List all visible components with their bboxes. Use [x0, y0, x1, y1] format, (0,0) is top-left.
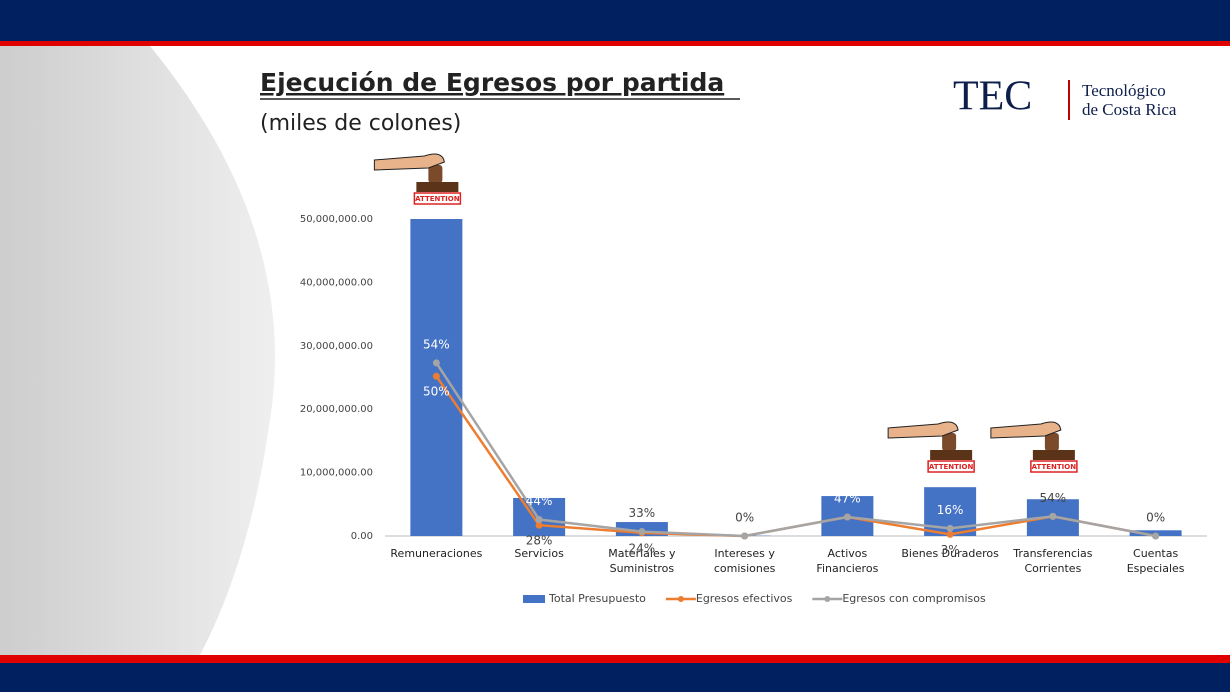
point: [1049, 512, 1057, 520]
logo-line: de Costa Rica: [1082, 100, 1177, 119]
chart-subtitle: (miles de colones): [260, 111, 461, 136]
x-tick-label: Transferencias Corrientes: [1012, 547, 1093, 575]
y-tick-label: 0.00: [351, 531, 373, 542]
data-label: 54%: [1040, 491, 1067, 505]
x-tick-label: Materiales y Suministros: [608, 547, 676, 575]
chart-title: Ejecución de Egresos por partida: [260, 68, 724, 97]
legend-label: Egresos efectivos: [696, 592, 793, 605]
stamp-label-box: [1030, 460, 1078, 473]
bottom-stripe: [0, 655, 1230, 663]
legend-label: Total Presupuesto: [548, 592, 646, 605]
stamp-handle: [942, 433, 957, 451]
data-label: 28%: [526, 534, 553, 548]
point: [741, 532, 749, 540]
stamp-icon: ATTENTION: [373, 153, 462, 205]
x-tick-label: Servicios: [514, 547, 564, 560]
stamp-label: ATTENTION: [415, 195, 460, 203]
stamp-label-box: [927, 460, 975, 473]
hand: [887, 421, 959, 439]
data-label: 0%: [735, 511, 754, 525]
y-tick-label: 40,000,000.00: [300, 277, 373, 288]
stamp-icon: ATTENTION: [887, 421, 975, 473]
y-tick-label: 50,000,000.00: [300, 214, 373, 225]
stamp-label: ATTENTION: [1032, 463, 1077, 471]
top-stripe: [0, 41, 1230, 46]
hand: [373, 153, 445, 171]
logo-mark: TEC: [953, 74, 1032, 120]
data-label: 44%: [526, 494, 553, 508]
stamp-handle: [428, 165, 443, 183]
data-label: 54%: [423, 337, 450, 351]
x-tick-label: Bienes Duraderos: [901, 547, 999, 560]
stamp-base: [1032, 450, 1075, 460]
data-label: 24%: [629, 541, 656, 555]
stamp-label-box: [413, 192, 462, 205]
x-tick-label: Cuentas Especiales: [1127, 547, 1185, 575]
data-label: 50%: [423, 385, 450, 399]
y-tick-label: 20,000,000.00: [300, 404, 373, 415]
point: [1152, 532, 1160, 540]
y-tick-label: 10,000,000.00: [300, 468, 373, 479]
legend-marker: [824, 596, 831, 602]
legend-marker: [677, 596, 684, 602]
point: [432, 359, 440, 367]
line: [435, 362, 1156, 538]
legend-swatch: [523, 595, 545, 603]
stamp-icon: ATTENTION: [990, 421, 1078, 473]
stamp-base: [930, 450, 973, 460]
x-tick-label: Activos Financieros: [816, 547, 878, 575]
top-band: [0, 0, 1230, 41]
stamp-base: [416, 182, 459, 192]
data-label: 0%: [1146, 511, 1165, 525]
data-label: 3%: [941, 543, 960, 557]
stamp-label: ATTENTION: [929, 463, 974, 471]
data-label: 47%: [834, 491, 861, 505]
bottom-band: [0, 663, 1230, 692]
point: [535, 516, 543, 524]
x-tick-label: Remuneraciones: [390, 547, 482, 560]
point: [843, 513, 851, 521]
point: [946, 530, 954, 538]
stamp-handle: [1044, 433, 1059, 451]
point: [638, 528, 646, 536]
point: [535, 521, 543, 529]
logo-line: Tecnológico: [1082, 81, 1166, 100]
legend-label: Egresos con compromisos: [842, 592, 986, 605]
data-label: 16%: [937, 503, 964, 517]
y-tick-label: 30,000,000.00: [300, 341, 373, 352]
point: [432, 372, 440, 380]
data-label: 33%: [629, 506, 656, 520]
hand: [990, 421, 1062, 439]
point: [946, 524, 954, 532]
x-tick-label: Intereses y comisiones: [714, 547, 776, 575]
background-image: [0, 46, 275, 655]
